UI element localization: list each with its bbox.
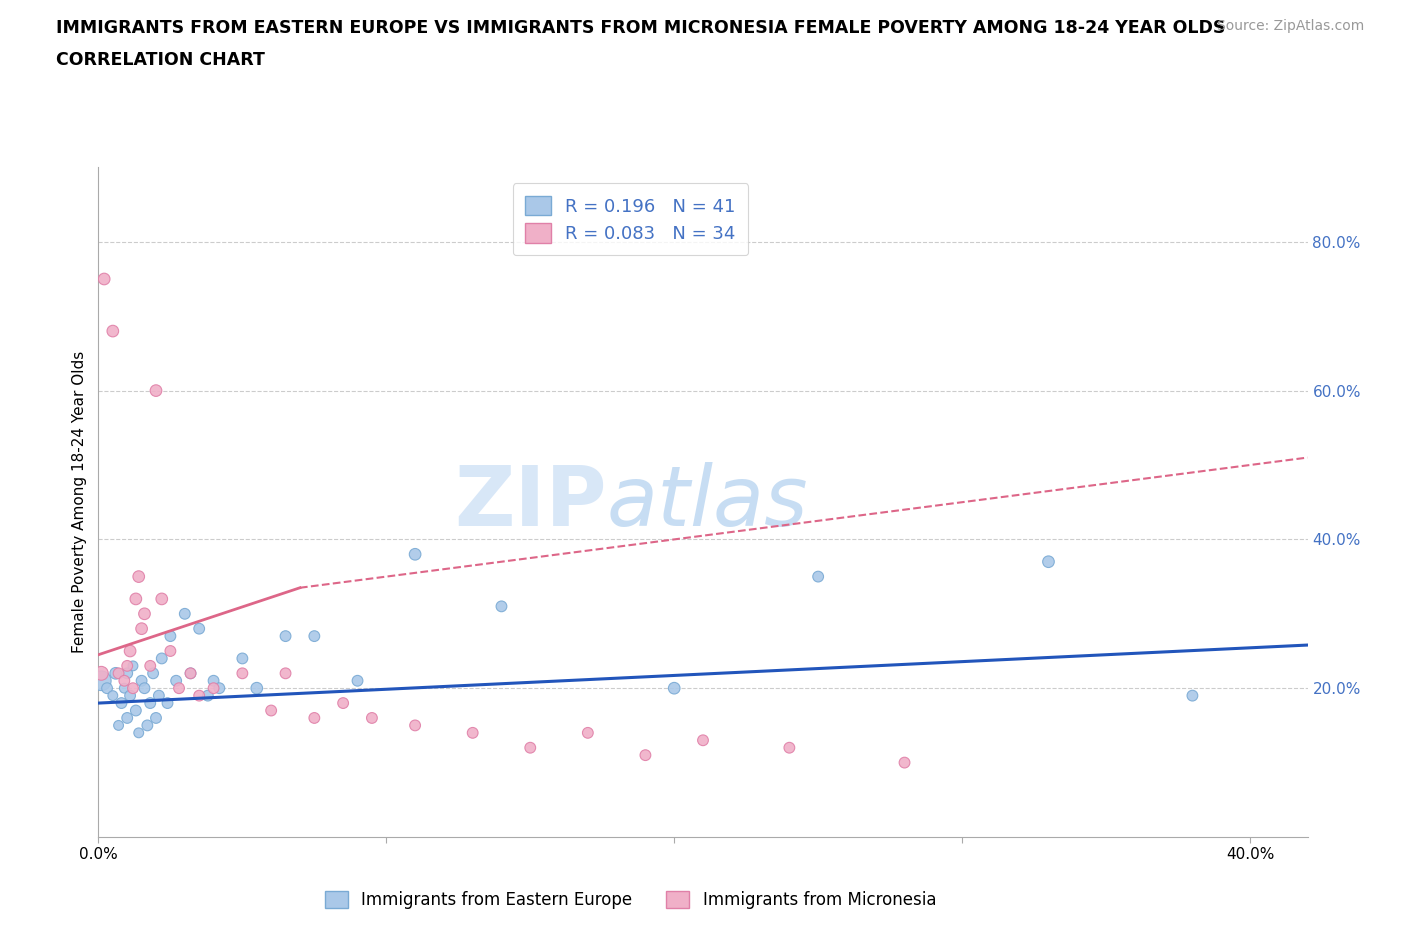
Point [104, 666, 127, 681]
Point [346, 673, 368, 688]
Point [165, 673, 187, 688]
Point [145, 711, 167, 725]
Point [576, 725, 599, 740]
Point [134, 681, 156, 696]
Point [107, 718, 129, 733]
Point [112, 673, 135, 688]
Point [491, 599, 513, 614]
Point [664, 681, 686, 696]
Point [128, 725, 150, 740]
Point [202, 681, 225, 696]
Point [159, 629, 181, 644]
Point [461, 725, 484, 740]
Point [156, 696, 179, 711]
Point [101, 688, 124, 703]
Point [167, 681, 190, 696]
Point [139, 696, 162, 711]
Point [634, 748, 657, 763]
Point [142, 666, 165, 681]
Point [692, 733, 714, 748]
Point [150, 591, 173, 606]
Point [197, 688, 219, 703]
Point [274, 666, 297, 681]
Point [404, 547, 426, 562]
Point [139, 658, 162, 673]
Point [807, 569, 830, 584]
Point [115, 658, 138, 673]
Text: IMMIGRANTS FROM EASTERN EUROPE VS IMMIGRANTS FROM MICRONESIA FEMALE POVERTY AMON: IMMIGRANTS FROM EASTERN EUROPE VS IMMIGR… [56, 19, 1226, 36]
Point [101, 324, 124, 339]
Point [145, 383, 167, 398]
Point [134, 606, 156, 621]
Point [332, 696, 354, 711]
Point [96, 681, 118, 696]
Text: Source: ZipAtlas.com: Source: ZipAtlas.com [1216, 19, 1364, 33]
Point [122, 681, 145, 696]
Point [115, 711, 138, 725]
Point [1038, 554, 1060, 569]
Point [173, 606, 195, 621]
Point [115, 666, 138, 681]
Point [90, 666, 112, 681]
Point [778, 740, 800, 755]
Y-axis label: Female Poverty Among 18-24 Year Olds: Female Poverty Among 18-24 Year Olds [72, 352, 87, 654]
Point [893, 755, 915, 770]
Point [519, 740, 541, 755]
Point [188, 621, 211, 636]
Point [304, 711, 326, 725]
Point [304, 629, 326, 644]
Text: atlas: atlas [606, 461, 808, 543]
Point [159, 644, 181, 658]
Point [180, 666, 202, 681]
Point [131, 621, 153, 636]
Point [110, 696, 132, 711]
Point [125, 591, 148, 606]
Point [90, 673, 112, 688]
Point [120, 644, 142, 658]
Point [260, 703, 283, 718]
Text: CORRELATION CHART: CORRELATION CHART [56, 51, 266, 69]
Point [136, 718, 159, 733]
Point [150, 651, 173, 666]
Point [112, 681, 135, 696]
Point [125, 703, 148, 718]
Point [202, 673, 225, 688]
Point [180, 666, 202, 681]
Point [274, 629, 297, 644]
Point [188, 688, 211, 703]
Point [231, 666, 253, 681]
Point [93, 272, 115, 286]
Point [1181, 688, 1204, 703]
Point [107, 666, 129, 681]
Legend: Immigrants from Eastern Europe, Immigrants from Micronesia: Immigrants from Eastern Europe, Immigran… [318, 884, 943, 916]
Point [246, 681, 269, 696]
Point [361, 711, 384, 725]
Point [128, 569, 150, 584]
Point [120, 688, 142, 703]
Point [231, 651, 253, 666]
Text: ZIP: ZIP [454, 461, 606, 543]
Point [131, 673, 153, 688]
Point [404, 718, 426, 733]
Point [208, 681, 231, 696]
Point [148, 688, 170, 703]
Point [122, 658, 145, 673]
